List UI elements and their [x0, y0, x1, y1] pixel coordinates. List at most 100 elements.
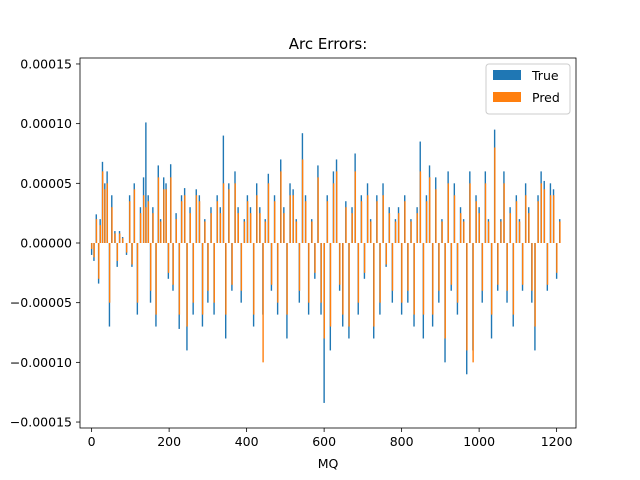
- x-tick-label: 800: [390, 434, 414, 449]
- bar-pred: [104, 189, 106, 243]
- bar-pred: [404, 201, 406, 243]
- bar-pred: [116, 243, 119, 261]
- legend-pred-swatch: [493, 92, 521, 102]
- series-pred-bars: [91, 147, 561, 363]
- bar-pred: [401, 243, 403, 303]
- bar-pred: [407, 243, 409, 291]
- bar-pred: [317, 177, 319, 243]
- bar-pred: [500, 221, 502, 243]
- bar-pred: [147, 201, 150, 243]
- bar-pred: [167, 243, 170, 273]
- bar-pred: [95, 219, 98, 243]
- bar-pred: [332, 183, 335, 243]
- bar-pred: [556, 243, 558, 273]
- bar-pred: [323, 243, 326, 339]
- x-tick-label: 600: [312, 434, 336, 449]
- bar-pred: [280, 171, 282, 243]
- bar-pred: [379, 243, 381, 303]
- bar-pred: [222, 183, 225, 243]
- x-tick-label: 1000: [463, 434, 495, 449]
- bar-pred: [329, 243, 332, 327]
- bar-pred: [93, 243, 95, 258]
- bar-pred: [155, 243, 157, 315]
- bar-pred: [336, 171, 338, 243]
- bar-pred: [546, 243, 549, 285]
- bar-pred: [267, 183, 270, 243]
- bar-pred: [314, 243, 316, 273]
- x-tick-label: 0: [88, 434, 96, 449]
- bar-pred: [494, 147, 496, 243]
- bar-pred: [342, 243, 344, 315]
- y-tick-label: −0.00010: [10, 355, 72, 370]
- bar-pred: [463, 221, 465, 243]
- bar-pred: [382, 195, 384, 243]
- bar-true: [145, 122, 147, 243]
- bar-pred: [189, 213, 191, 243]
- bar-pred: [360, 201, 363, 243]
- bar-pred: [391, 243, 394, 291]
- bar-pred: [270, 243, 273, 285]
- bar-pred: [170, 177, 172, 243]
- bar-pred: [111, 207, 113, 243]
- bar-pred: [256, 195, 258, 243]
- bar-pred: [311, 221, 313, 243]
- bar-pred: [460, 213, 462, 243]
- bar-pred: [101, 171, 104, 243]
- bar-pred: [231, 243, 233, 285]
- bar-pred: [301, 159, 304, 243]
- bar-pred: [394, 221, 397, 243]
- bar-pred: [289, 195, 291, 243]
- bar-pred: [298, 243, 301, 291]
- bar-pred: [425, 201, 428, 243]
- y-tick-label: 0.00005: [20, 176, 72, 191]
- bar-pred: [184, 195, 186, 243]
- bar-pred: [264, 221, 267, 243]
- y-tick-label: −0.00005: [10, 295, 72, 310]
- bar-pred: [119, 233, 121, 243]
- bar-pred: [385, 243, 388, 265]
- bar-pred: [419, 171, 422, 243]
- bar-pred: [525, 195, 527, 243]
- bar-pred: [441, 221, 443, 243]
- bar-pred: [136, 243, 139, 303]
- bar-pred: [283, 213, 285, 243]
- bar-pred: [106, 183, 109, 243]
- y-axis: −0.00015 −0.00010 −0.00005 0.00000 0.00005 0.…: [10, 56, 80, 430]
- bar-pred: [139, 213, 142, 243]
- bar-pred: [240, 243, 243, 291]
- bar-pred: [497, 243, 499, 285]
- bar-pred: [292, 195, 295, 243]
- bar-pred: [152, 213, 154, 243]
- bar-pred: [91, 243, 93, 249]
- bar-pred: [320, 243, 322, 303]
- bar-pred: [503, 183, 505, 243]
- bar-pred: [410, 221, 412, 243]
- bar-pred: [432, 243, 434, 315]
- bar-pred: [429, 177, 431, 243]
- y-tick-label: 0.00000: [20, 236, 72, 251]
- bar-pred: [295, 221, 298, 243]
- legend: True Pred: [485, 63, 571, 115]
- legend-pred-label: Pred: [532, 90, 560, 105]
- y-tick-label: 0.00015: [20, 56, 72, 71]
- bar-pred: [204, 221, 206, 243]
- bar-pred: [225, 243, 227, 315]
- x-axis: 0 200 400 600 800 1000 1200: [88, 428, 573, 449]
- bar-pred: [370, 221, 372, 243]
- bar-pred: [345, 207, 347, 243]
- bar-pred: [472, 243, 474, 363]
- bar-pred: [165, 189, 167, 243]
- bar-pred: [219, 213, 222, 243]
- bar-pred: [367, 195, 369, 243]
- bar-pred: [422, 243, 425, 315]
- bar-pred: [487, 221, 490, 243]
- bar-pred: [234, 183, 236, 243]
- bar-pred: [537, 201, 539, 243]
- bar-pred: [354, 171, 357, 243]
- bar-pred: [475, 201, 477, 243]
- bar-pred: [351, 213, 353, 243]
- x-tick-label: 1200: [541, 434, 573, 449]
- bar-pred: [512, 243, 515, 315]
- bar-pred: [506, 243, 508, 291]
